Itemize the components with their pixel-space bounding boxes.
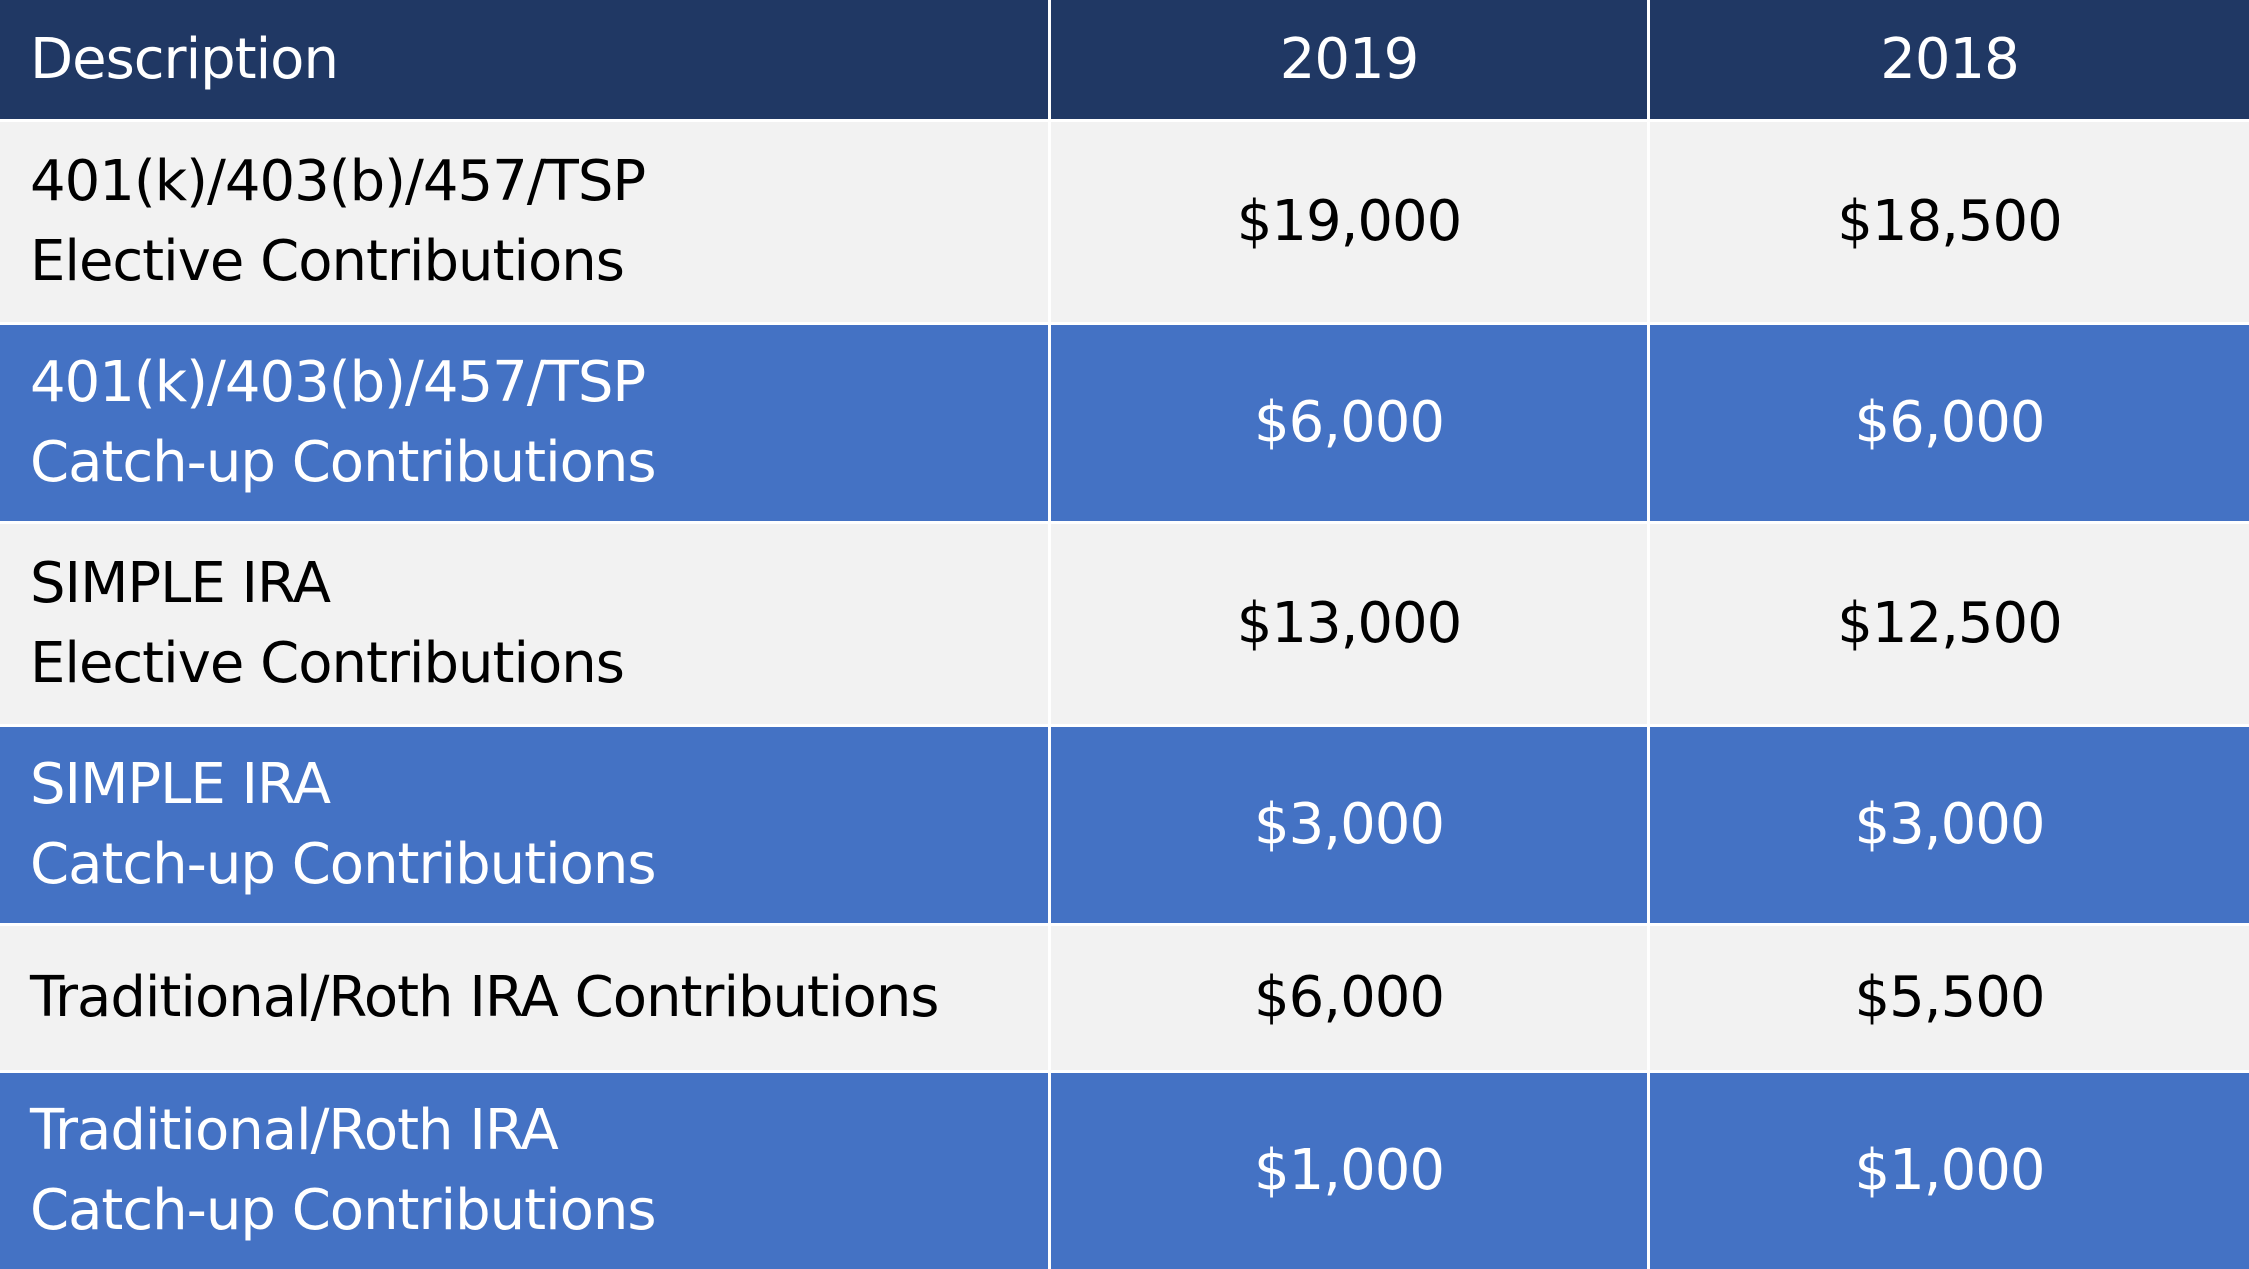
row-6-2019-value: $1,000	[1048, 1073, 1647, 1269]
row-2-desc-line1: 401(k)/403(b)/457/TSP	[30, 350, 646, 415]
row-6-desc-line1: Traditional/Roth IRA	[30, 1098, 559, 1163]
row-4-desc-line1: SIMPLE IRA	[30, 752, 331, 817]
row-3-desc-line2: Elective Contributions	[30, 631, 625, 696]
row-6-desc-line2: Catch-up Contributions	[30, 1178, 657, 1243]
row-2-desc-line2: Catch-up Contributions	[30, 430, 657, 495]
row-5-desc-line1: Traditional/Roth IRA Contributions	[30, 965, 939, 1030]
table-row-4-description: SIMPLE IRA Catch-up Contributions	[0, 727, 1048, 923]
row-3-desc-line1: SIMPLE IRA	[30, 551, 331, 616]
row-4-desc-line2: Catch-up Contributions	[30, 832, 657, 897]
row-1-2019-value: $19,000	[1048, 122, 1647, 322]
table-row-1-description: 401(k)/403(b)/457/TSP Elective Contribut…	[0, 122, 1048, 322]
row-4-2018-value: $3,000	[1647, 727, 2249, 923]
row-1-desc-line2: Elective Contributions	[30, 229, 625, 294]
header-description: Description	[0, 0, 1048, 119]
header-description-label: Description	[30, 26, 339, 92]
table-row-6-description: Traditional/Roth IRA Catch-up Contributi…	[0, 1073, 1048, 1269]
header-2019: 2019	[1048, 0, 1647, 119]
row-1-desc-line1: 401(k)/403(b)/457/TSP	[30, 149, 646, 214]
table-row-2-description: 401(k)/403(b)/457/TSP Catch-up Contribut…	[0, 325, 1048, 521]
row-2-2018-value: $6,000	[1647, 325, 2249, 521]
row-4-2019-value: $3,000	[1048, 727, 1647, 923]
row-3-2018-value: $12,500	[1647, 524, 2249, 724]
row-5-2018-value: $5,500	[1647, 926, 2249, 1070]
row-1-2018-value: $18,500	[1647, 122, 2249, 322]
row-2-2019-value: $6,000	[1048, 325, 1647, 521]
row-5-2019-value: $6,000	[1048, 926, 1647, 1070]
table-row-3-description: SIMPLE IRA Elective Contributions	[0, 524, 1048, 724]
row-6-2018-value: $1,000	[1647, 1073, 2249, 1269]
row-3-2019-value: $13,000	[1048, 524, 1647, 724]
header-2018: 2018	[1647, 0, 2249, 119]
table-row-5-description: Traditional/Roth IRA Contributions	[0, 926, 1048, 1070]
